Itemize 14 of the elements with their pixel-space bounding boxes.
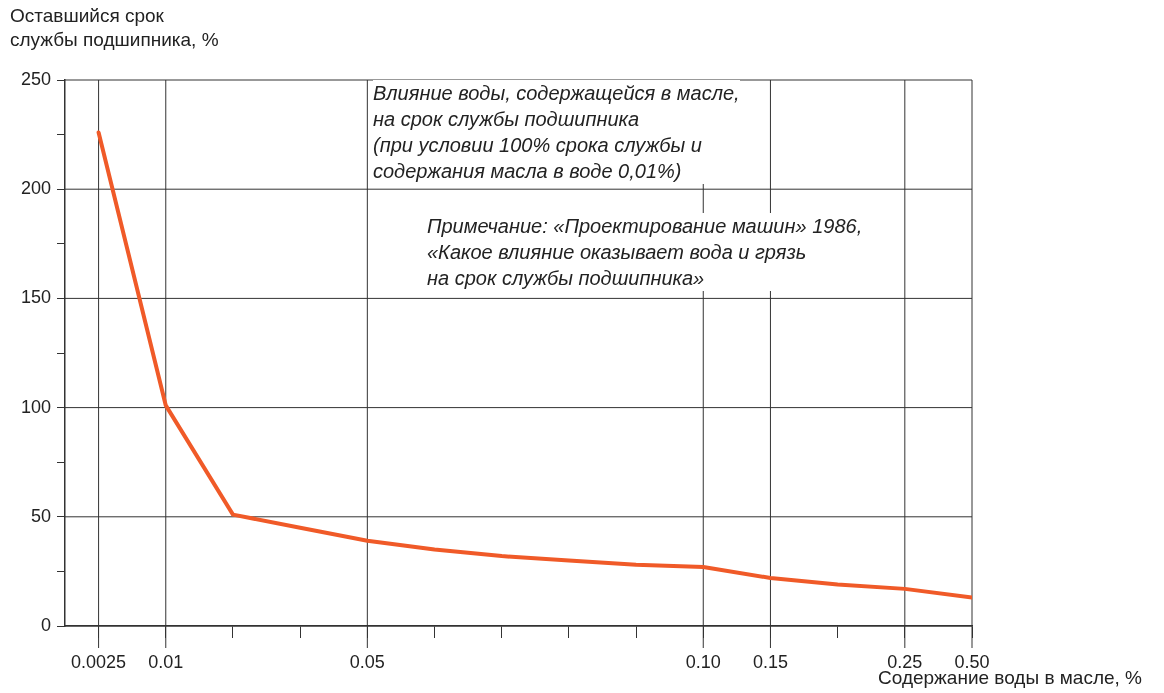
x-tick-label: 0.01 — [148, 651, 184, 672]
y-tick-label: 0 — [40, 614, 51, 635]
x-tick-label: 0.15 — [752, 651, 788, 672]
y-axis-title: Оставшийся срок службы подшипника, % — [10, 4, 219, 52]
annotation: Влияние воды, содержащейся в масле, на срок службы подшипника (при условии 100% срока службы и содержания масла в воде 0,01%) — [373, 80, 740, 184]
y-tick-label: 200 — [20, 178, 51, 199]
x-tick-label: 0.10 — [685, 651, 721, 672]
y-tick-label: 150 — [20, 287, 51, 308]
y-tick-label: 100 — [20, 396, 51, 417]
y-tick-label: 250 — [20, 68, 51, 89]
x-tick-label: 0.05 — [349, 651, 385, 672]
x-tick-label: 0.0025 — [71, 651, 127, 672]
annotation: Примечание: «Проектирование машин» 1986, «Какое влияние оказывает вода и грязь на срок службы подшипника» — [427, 213, 863, 291]
y-tick-label: 50 — [30, 505, 51, 526]
